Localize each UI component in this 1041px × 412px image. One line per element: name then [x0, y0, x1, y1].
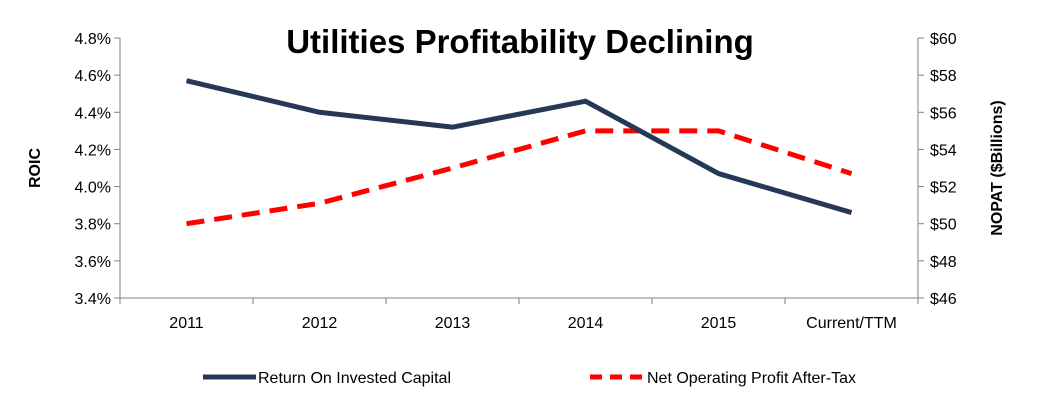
legend: Return On Invested Capital Net Operating… — [203, 370, 856, 387]
right-tick-label: $46 — [930, 291, 957, 308]
x-tick-label: 2011 — [169, 315, 204, 332]
x-tick-label: 2013 — [435, 315, 471, 332]
left-axis-title: ROIC — [27, 148, 44, 188]
chart-title: Utilities Profitability Declining — [286, 23, 754, 60]
series-nopat-line — [186, 128, 853, 227]
series-roic-line — [185, 78, 853, 215]
right-tick-label: $58 — [930, 68, 957, 85]
left-tick-label: 4.8% — [75, 31, 111, 48]
x-tick-label: 2014 — [568, 315, 604, 332]
right-axis-ticks: $46 $48 $50 $52 $54 $56 $58 $60 — [918, 31, 957, 308]
x-axis-ticks: 2011 2012 2013 2014 2015 Current/TTM — [119, 298, 919, 332]
right-tick-label: $52 — [930, 180, 957, 197]
right-axis-title: NOPAT ($Billions) — [989, 100, 1006, 235]
x-tick-label: Current/TTM — [806, 315, 897, 332]
right-tick-label: $60 — [930, 31, 957, 48]
left-tick-label: 4.4% — [75, 105, 111, 122]
left-tick-label: 4.6% — [75, 68, 111, 85]
right-tick-label: $54 — [930, 142, 957, 159]
left-tick-label: 4.2% — [75, 142, 111, 159]
right-tick-label: $56 — [930, 105, 957, 122]
series-layer — [185, 78, 853, 227]
legend-roic-label: Return On Invested Capital — [258, 370, 451, 387]
left-tick-label: 3.8% — [75, 217, 111, 234]
left-axis-ticks: 3.4% 3.6% 3.8% 4.0% 4.2% 4.4% 4.6% 4.8% — [75, 31, 120, 308]
x-tick-label: 2012 — [302, 315, 338, 332]
right-tick-label: $48 — [930, 254, 957, 271]
right-tick-label: $50 — [930, 217, 957, 234]
left-tick-label: 3.4% — [75, 291, 111, 308]
left-tick-label: 3.6% — [75, 254, 111, 271]
x-tick-label: 2015 — [701, 315, 737, 332]
legend-nopat-label: Net Operating Profit After-Tax — [647, 370, 856, 387]
left-tick-label: 4.0% — [75, 180, 111, 197]
